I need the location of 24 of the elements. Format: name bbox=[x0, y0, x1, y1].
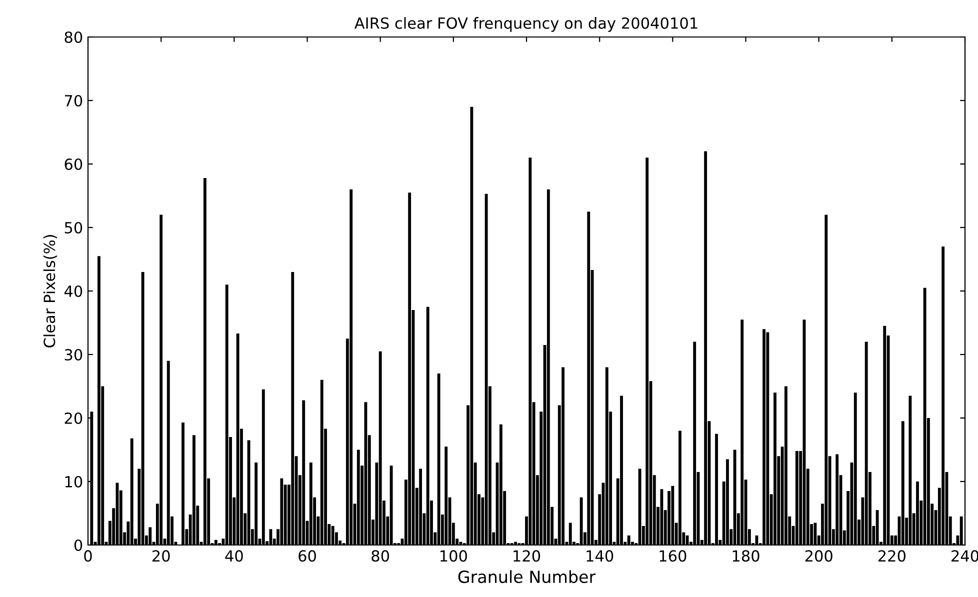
y-axis-title: Clear Pixels(%) bbox=[43, 235, 57, 348]
x-tick-label: 140 bbox=[586, 550, 614, 562]
x-tick-label: 160 bbox=[660, 550, 686, 562]
y-tick-label: 70 bbox=[64, 94, 82, 107]
x-tick-label: 100 bbox=[440, 550, 467, 562]
y-tick-label: 10 bbox=[65, 476, 82, 488]
x-tick-label: 200 bbox=[805, 550, 832, 562]
x-tick-label: 0 bbox=[84, 550, 92, 562]
x-tick-label: 60 bbox=[298, 550, 316, 562]
y-tick-label: 50 bbox=[64, 222, 82, 234]
y-tick-label: 80 bbox=[64, 31, 82, 44]
y-tick-label: 40 bbox=[64, 285, 82, 298]
y-tick-label: 30 bbox=[64, 348, 82, 361]
y-tick-label: 60 bbox=[64, 158, 82, 170]
x-tick-label: 40 bbox=[225, 550, 243, 562]
x-tick-label: 80 bbox=[372, 550, 390, 562]
x-tick-label: 20 bbox=[152, 550, 170, 562]
y-tick-label: 0 bbox=[74, 539, 82, 552]
x-tick-label: 120 bbox=[514, 550, 540, 562]
y-tick-label: 20 bbox=[64, 412, 82, 424]
chart-title: AIRS clear FOV frenquency on day 20040101 bbox=[354, 17, 698, 32]
x-tick-label: 180 bbox=[732, 550, 760, 562]
x-axis-title: Granule Number bbox=[458, 570, 596, 584]
x-tick-label: 220 bbox=[878, 550, 906, 562]
